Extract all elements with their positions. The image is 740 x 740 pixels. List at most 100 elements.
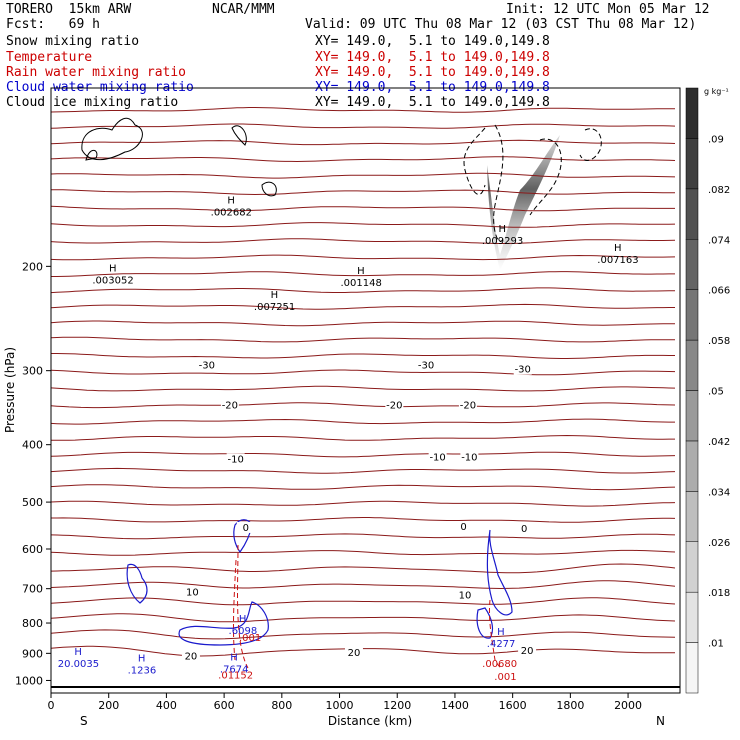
y-tick-label: 400 — [22, 439, 43, 452]
isotherm — [51, 434, 675, 441]
colorbar: .01 .018 .026 .034 .042 .05 .058 .066 .074 .082 .0… — [685, 87, 730, 694]
snow_maxima-label: .009293 — [482, 236, 523, 247]
x-tick-label: 1800 — [556, 699, 584, 712]
label-bg — [518, 644, 537, 656]
temperature-label: -20 — [222, 401, 238, 412]
cloud-ice-shading-blob — [487, 135, 560, 270]
model-label: TORERO 15km ARW — [6, 2, 132, 17]
isotherm — [50, 287, 675, 294]
temperature-label: 20 — [521, 646, 534, 657]
temperature-label: -10 — [461, 452, 477, 463]
temperature-label: -20 — [386, 401, 402, 412]
isotherm — [50, 320, 675, 327]
x-tick-label: 1600 — [499, 699, 527, 712]
snow-contours — [81, 117, 602, 242]
isotherm — [51, 189, 675, 196]
colorbar-segment — [685, 440, 699, 492]
temperature-label: 0 — [243, 523, 249, 534]
colorbar-segment — [685, 87, 699, 139]
max-marker: H — [138, 653, 146, 664]
temperature-label: 10 — [459, 590, 472, 601]
isotherm — [50, 613, 676, 623]
x-tick-label: 1000 — [326, 699, 354, 712]
max-marker: H — [357, 266, 365, 277]
label-bg — [460, 451, 479, 463]
max-marker: H — [109, 263, 117, 274]
colorbar-segment — [685, 491, 699, 543]
cloud-water-contour — [178, 601, 269, 646]
colorbar-label: .09 — [708, 134, 724, 145]
isotherm — [50, 597, 676, 606]
snow_maxima-label: .007251 — [254, 302, 295, 313]
max-marker: H — [74, 647, 82, 658]
x-tick-label: 2000 — [614, 699, 642, 712]
snow-contour — [261, 181, 277, 197]
colorbar-label: .05 — [708, 387, 724, 398]
cloud-water-contour — [233, 519, 253, 554]
y-tick-label: 200 — [22, 260, 43, 273]
label-bg — [428, 451, 447, 463]
plot-frame — [50, 87, 681, 694]
label-bg — [385, 399, 404, 411]
south-label: S — [80, 714, 88, 728]
colorbar-label: .082 — [708, 185, 730, 196]
isotherm — [50, 238, 676, 244]
isotherm — [50, 533, 676, 540]
isotherm — [50, 222, 676, 228]
snow-contour — [579, 128, 602, 161]
max-marker: H — [271, 290, 279, 301]
field-temperature: Temperature — [6, 50, 93, 65]
colorbar-segment — [685, 239, 699, 290]
isotherm — [50, 123, 676, 129]
isotherm — [50, 402, 676, 409]
y-axis-label: Pressure (hPa) — [3, 347, 17, 433]
label-bg — [515, 522, 534, 534]
max-marker: H — [497, 627, 505, 638]
valid-label: Valid: 09 UTC Thu 08 Mar 12 (03 CST Thu … — [305, 17, 697, 32]
colorbar-label: .074 — [708, 235, 730, 246]
label-bg — [236, 521, 255, 533]
isotherm — [50, 451, 676, 458]
snow_maxima-label: .001148 — [340, 278, 381, 289]
isotherm — [50, 139, 676, 146]
y-tick-label: 700 — [22, 583, 43, 596]
temperature-label: -10 — [227, 454, 243, 465]
isotherm — [50, 205, 675, 212]
colorbar-label: .01 — [708, 639, 724, 650]
colorbar-label: .042 — [708, 437, 730, 448]
colorbar-label: .026 — [708, 538, 730, 549]
fcst-label: Fcst: 69 h — [6, 17, 100, 32]
colorbar-segment — [685, 541, 699, 593]
label-bg — [344, 646, 363, 658]
cloud-water-contours — [126, 519, 513, 646]
rain_maxima-label: .00680 — [482, 659, 517, 670]
temperature-label: 10 — [186, 587, 199, 598]
rain_maxima-label: .001 — [494, 672, 516, 683]
x-axis-label: Distance (km) — [328, 714, 412, 728]
isotherm — [50, 303, 675, 310]
y-tick-label: 800 — [22, 617, 43, 630]
cloud_water_maxima-label: .7674 — [220, 665, 249, 676]
isotherm — [50, 563, 676, 574]
snow-contour — [529, 138, 562, 216]
colorbar-unit: g kg⁻¹ — [704, 87, 729, 96]
cloud_water_maxima-label: 20.0035 — [58, 659, 99, 670]
temperature-label: 20 — [348, 648, 361, 659]
max-marker: H — [227, 196, 235, 207]
y-tick-label: 900 — [22, 647, 43, 660]
rain_maxima-label: .001 — [239, 633, 261, 644]
colorbar-segment — [685, 289, 699, 341]
y-tick-label: 600 — [22, 543, 43, 556]
x-tick-label: 1200 — [383, 699, 411, 712]
snow-contour — [85, 149, 98, 161]
rain-contour — [237, 544, 249, 669]
label-bg — [454, 521, 473, 533]
field-cloud-ice: Cloud ice mixing ratio — [6, 95, 179, 110]
rain-contour — [232, 559, 237, 661]
isotherm — [50, 385, 676, 392]
isotherm — [50, 107, 675, 113]
temperature-label: 0 — [460, 522, 466, 533]
isotherm — [50, 549, 676, 556]
isotherm — [50, 336, 675, 343]
temperature-label: -30 — [418, 360, 434, 371]
